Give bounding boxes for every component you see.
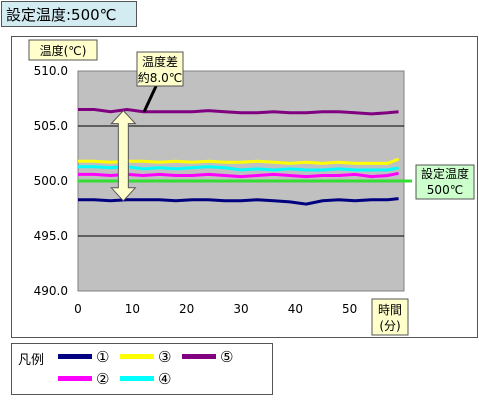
series-line-3 [78, 157, 400, 165]
x-axis-label-line-2: (分) [379, 319, 400, 333]
y-tick-label-1: 505.0 [34, 119, 68, 133]
x-tick-label-2: 20 [179, 302, 194, 316]
chart-area: 設定温度 500℃ 510.0 505.0 500.0 495.0 490.0 0 10 20… [11, 36, 478, 338]
legend-label-2: ② [96, 370, 110, 388]
x-tick-label-5: 50 [342, 302, 357, 316]
legend-swatch-1 [58, 354, 92, 359]
legend-label-5: ⑤ [220, 348, 234, 366]
x-tick-label-0: 0 [74, 302, 82, 316]
callout-box [136, 51, 184, 87]
reference-label-box [415, 164, 475, 200]
reference-label-line-1: 設定温度 [421, 166, 469, 181]
legend-label-3: ③ [158, 348, 172, 366]
chart-title: 設定温度:500℃ [1, 1, 137, 27]
legend-title: 凡例 [18, 353, 45, 368]
series-line-5 [78, 107, 399, 116]
x-axis-label-box [371, 298, 409, 336]
callout-text-line-2: 約8.0℃ [138, 70, 183, 85]
difference-arrow [110, 109, 137, 202]
legend-label-1: ① [96, 348, 110, 366]
legend: 凡例 ① ② ③ ④ ⑤ [11, 343, 273, 395]
y-tick-label-2: 500.0 [34, 174, 68, 188]
x-tick-label-3: 30 [233, 302, 248, 316]
y-tick-label-0: 510.0 [34, 64, 68, 78]
callout-text-line-1: 温度差 [142, 54, 178, 69]
y-tick-label-3: 495.0 [34, 229, 68, 243]
x-tick-label-1: 10 [125, 302, 140, 316]
legend-swatch-4 [120, 376, 154, 381]
legend-swatch-5 [182, 354, 216, 359]
series-line-1 [78, 197, 399, 206]
legend-swatch-3 [120, 354, 154, 359]
y-axis-label-box [28, 39, 98, 61]
y-tick-label-4: 490.0 [34, 284, 68, 298]
legend-label-4: ④ [158, 370, 172, 388]
series-line-2 [78, 171, 399, 179]
x-axis-label-line-1: 時間 [378, 303, 402, 317]
reference-label-line-2: 500℃ [427, 183, 463, 197]
legend-swatch-2 [58, 376, 92, 381]
x-tick-label-4: 40 [288, 302, 303, 316]
series-line-4 [78, 165, 399, 172]
y-axis-label: 温度(℃) [40, 43, 87, 58]
callout-pointer [142, 83, 159, 113]
chart-svg: 設定温度 500℃ 510.0 505.0 500.0 495.0 490.0 0 10 20… [28, 39, 475, 336]
